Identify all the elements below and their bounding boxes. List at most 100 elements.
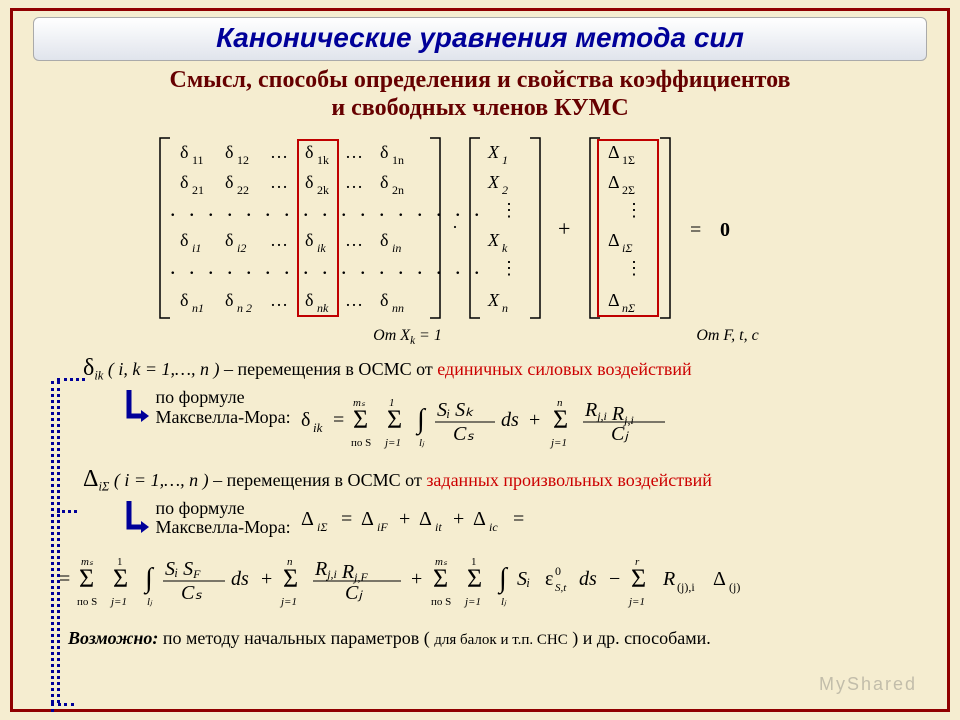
svg-text:ds: ds	[579, 568, 597, 590]
svg-text:lⱼ: lⱼ	[147, 596, 153, 608]
svg-text:1: 1	[471, 556, 477, 568]
svg-text:Σ: Σ	[283, 564, 298, 593]
svg-text:nΣ: nΣ	[622, 301, 635, 315]
svg-text:21: 21	[192, 183, 204, 197]
delta-iS-range: ( i = 1,…, n )	[114, 470, 209, 490]
svg-text:+: +	[558, 216, 570, 241]
svg-text:ds: ds	[501, 409, 519, 431]
formula-delta-iS-top: ΔiΣ = ΔiF + Δit + Δic =	[295, 499, 715, 539]
maxwell-label-2: по формулеМаксвелла-Мора:	[156, 499, 291, 539]
delta-ik-range: ( i, k = 1,…, n )	[108, 359, 220, 379]
svg-text:X: X	[487, 290, 500, 310]
svg-text:δ: δ	[225, 230, 233, 250]
svg-text:j=1: j=1	[383, 437, 401, 449]
delta-iS-desc: – перемещения в ОСМС от	[213, 470, 426, 490]
svg-text:1n: 1n	[392, 153, 404, 167]
svg-text:12: 12	[237, 153, 249, 167]
svg-text:=: =	[333, 409, 344, 431]
svg-text:+: +	[529, 409, 540, 431]
dotted-guide-1	[51, 381, 54, 703]
dotted-guide-4	[57, 510, 77, 513]
svg-text:1Σ: 1Σ	[622, 153, 635, 167]
svg-text:δ: δ	[380, 230, 388, 250]
svg-text:⋮: ⋮	[500, 200, 518, 220]
formula-delta-iS-full: = Σпо Smₛ Σj=11 ∫lⱼ Sᵢ SF Cₛ ds + Σj=1n …	[53, 543, 925, 618]
svg-text:−: −	[609, 568, 620, 590]
svg-text:Cₛ: Cₛ	[181, 582, 202, 604]
svg-text:⋮: ⋮	[625, 200, 643, 220]
svg-text:δ: δ	[225, 142, 233, 162]
delta-ik-sub: ik	[94, 369, 103, 383]
svg-text:lⱼ: lⱼ	[419, 437, 425, 449]
delta-ik-line: δik ( i, k = 1,…, n ) – перемещения в ОС…	[83, 355, 925, 384]
svg-text:+: +	[453, 508, 464, 530]
bottom-small: для балок и т.п. СНС	[434, 632, 568, 648]
maxwell-note-1: по формулеМаксвелла-Мора: δik = Σпо Smₛ …	[123, 388, 925, 452]
dotted-guide-2	[57, 381, 60, 703]
svg-text:∫: ∫	[497, 563, 509, 595]
svg-text:Δ: Δ	[608, 142, 620, 162]
maxwell-note-2: по формулеМаксвелла-Мора: ΔiΣ = ΔiF + Δi…	[123, 499, 925, 539]
svg-text:n: n	[287, 556, 293, 568]
matrix-svg: δ11 δ12 … δ1k … δ1n δ21 δ22 … δ2k … δ2n …	[130, 128, 830, 328]
svg-text:…: …	[270, 230, 288, 250]
svg-text:1: 1	[117, 556, 123, 568]
svg-text:nn: nn	[392, 301, 404, 315]
svg-text:j=1: j=1	[627, 596, 645, 608]
bottom-note: Возможно: по методу начальных параметров…	[68, 628, 925, 649]
svg-text:⋮: ⋮	[625, 258, 643, 278]
svg-text:Σ: Σ	[631, 564, 646, 593]
svg-text:mₛ: mₛ	[435, 556, 448, 568]
svg-text:Cₛ: Cₛ	[453, 423, 474, 445]
svg-text:=: =	[690, 219, 701, 241]
page-title: Канонические уравнения метода сил	[34, 22, 926, 54]
svg-text:Sᵢ SF: Sᵢ SF	[165, 558, 201, 581]
svg-text:=: =	[341, 508, 352, 530]
svg-text:0: 0	[555, 564, 561, 578]
delta-iS-sub: iΣ	[98, 480, 109, 494]
svg-text:Δ: Δ	[301, 508, 314, 530]
subtitle: Смысл, способы определения и свойства ко…	[33, 67, 927, 122]
subtitle-line1: Смысл, способы определения и свойства ко…	[169, 67, 790, 93]
content-body: δik ( i, k = 1,…, n ) – перемещения в ОС…	[83, 355, 925, 617]
svg-text:Δ: Δ	[608, 290, 620, 310]
delta-iS-line: ΔiΣ ( i = 1,…, n ) – перемещения в ОСМС …	[83, 466, 925, 495]
svg-text:1: 1	[389, 397, 395, 409]
svg-text:∫: ∫	[143, 563, 155, 595]
svg-text:=: =	[513, 508, 524, 530]
svg-text:·: ·	[452, 217, 458, 237]
svg-text:δ: δ	[305, 142, 313, 162]
svg-text:ε: ε	[545, 568, 553, 590]
svg-text:mₛ: mₛ	[353, 397, 366, 409]
svg-text:по S: по S	[77, 596, 97, 608]
svg-text:Σ: Σ	[467, 564, 482, 593]
svg-text:i2: i2	[237, 241, 246, 255]
svg-text:0: 0	[720, 219, 730, 241]
svg-text:по S: по S	[351, 437, 371, 449]
title-bar: Канонические уравнения метода сил	[33, 17, 927, 61]
svg-text:Δ: Δ	[608, 172, 620, 192]
svg-text:it: it	[435, 520, 442, 534]
svg-text:Σ: Σ	[433, 564, 448, 593]
svg-text:. . . . . . . . . . . . . . .: . . . . . . . . . . . . . . . . .	[170, 254, 484, 279]
svg-text:. . . . . . . . . . . . . . .: . . . . . . . . . . . . . . . . .	[170, 196, 484, 221]
svg-text:=: =	[59, 568, 70, 590]
svg-text:…: …	[345, 290, 363, 310]
svg-text:Rj,i Rj,F: Rj,i Rj,F	[314, 558, 368, 584]
svg-text:δ: δ	[305, 290, 313, 310]
svg-text:+: +	[399, 508, 410, 530]
svg-text:+: +	[411, 568, 422, 590]
svg-text:22: 22	[237, 183, 249, 197]
svg-text:n: n	[502, 301, 508, 315]
svg-text:ic: ic	[489, 520, 498, 534]
bottom-text: по методу начальных параметров (	[158, 628, 434, 648]
svg-text:…: …	[345, 230, 363, 250]
svg-text:δ: δ	[225, 172, 233, 192]
svg-text:2n: 2n	[392, 183, 404, 197]
svg-text:∫: ∫	[415, 404, 427, 436]
svg-text:Δ: Δ	[713, 568, 726, 590]
svg-text:Δ: Δ	[361, 508, 374, 530]
svg-text:2Σ: 2Σ	[622, 183, 635, 197]
svg-text:mₛ: mₛ	[81, 556, 94, 568]
svg-text:Sᵢ Sₖ: Sᵢ Sₖ	[437, 399, 474, 421]
